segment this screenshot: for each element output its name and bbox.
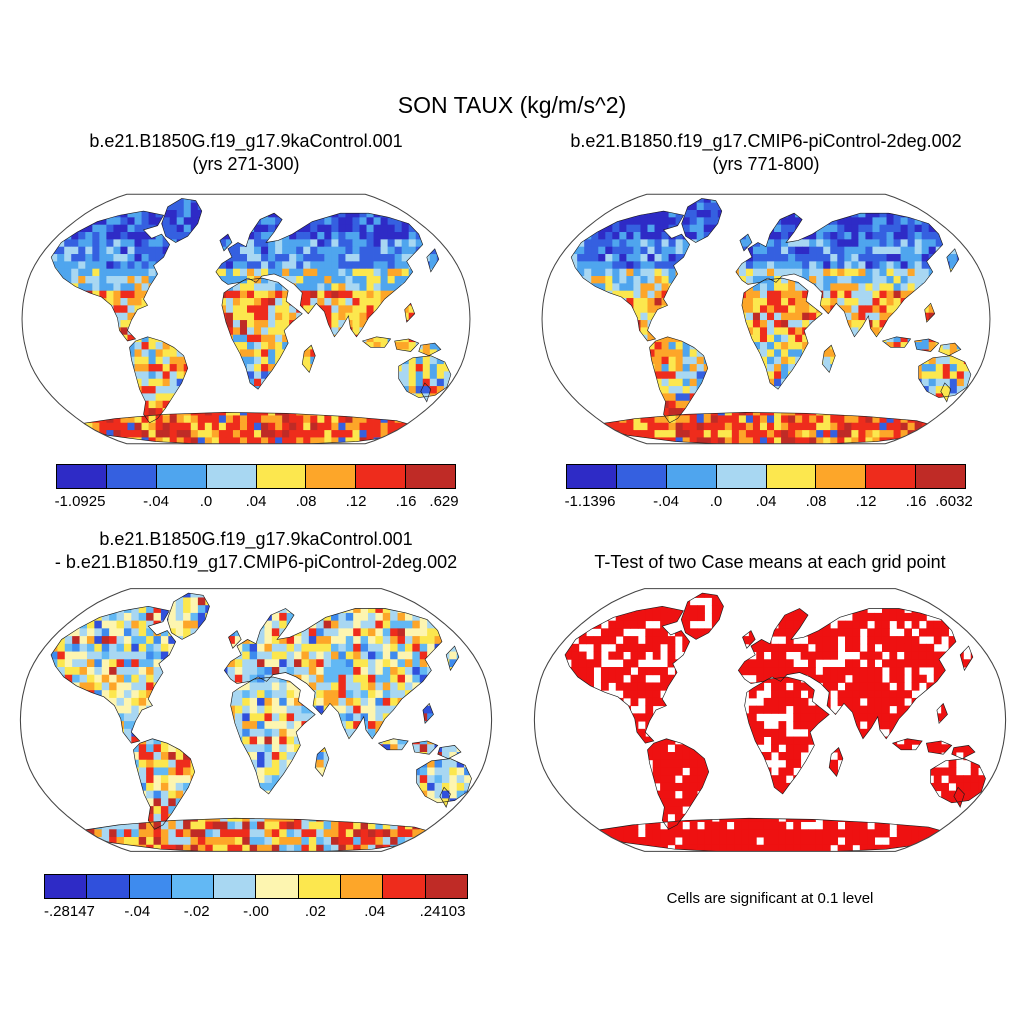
panel-ttest: T-Test of two Case means at each grid po… xyxy=(522,528,1018,907)
colorbar-cell xyxy=(665,465,716,488)
panel-diff-title-line1: b.e21.B1850G.f19_g17.9kaControl.001 xyxy=(99,529,413,549)
map-outline xyxy=(19,588,493,852)
colorbar-tick-label: .04 xyxy=(364,903,386,920)
world-map-case1 xyxy=(21,193,471,445)
colorbar-cell xyxy=(355,465,406,488)
colorbar-tick-label: -1.1396 xyxy=(564,493,616,510)
colorbar-case1-cells xyxy=(56,464,456,489)
colorbar-tick-label: -.04 xyxy=(143,493,169,510)
colorbar-tick-label: .12 xyxy=(855,493,877,510)
colorbar-case2-ticks: -1.1396 -.04 .0 .04 .08 .12 .16 .6032 xyxy=(564,493,973,513)
colorbar-case1: -1.0925 -.04 .0 .04 .08 .12 .16 .629 xyxy=(54,464,459,513)
colorbar-cell xyxy=(615,465,666,488)
colorbar-case2-cells xyxy=(566,464,966,489)
colorbar-cell xyxy=(255,875,298,898)
map-outline xyxy=(533,588,1007,852)
colorbar-diff-ticks: -.28147 -.04 -.02 -.00 .02 .04 .24103 xyxy=(44,903,468,923)
colorbar-cell xyxy=(45,875,87,898)
colorbar-cell xyxy=(715,465,766,488)
map-interior xyxy=(564,592,986,852)
colorbar-cell xyxy=(255,465,306,488)
world-map-difference xyxy=(19,588,493,852)
colorbar-cell xyxy=(815,465,866,488)
colorbar-case1-ticks: -1.0925 -.04 .0 .04 .08 .12 .16 .629 xyxy=(54,493,459,513)
panel-ttest-title: T-Test of two Case means at each grid po… xyxy=(594,552,946,572)
colorbar-cell xyxy=(205,465,256,488)
colorbar-tick-label: .04 xyxy=(245,493,267,510)
panel-diff-title: b.e21.B1850G.f19_g17.9kaControl.001 - b.… xyxy=(8,528,504,574)
ttest-caption: Cells are significant at 0.1 level xyxy=(666,890,874,907)
panel-case2: b.e21.B1850.f19_g17.CMIP6-piControl-2deg… xyxy=(518,130,1014,513)
colorbar-tick-label: .0 xyxy=(199,493,213,510)
colorbar-diff-cells xyxy=(44,874,468,899)
colorbar-tick-label: .16 xyxy=(395,493,417,510)
world-map-case2 xyxy=(541,193,991,445)
colorbar-tick-label: -.28147 xyxy=(44,903,95,920)
panel-case1: b.e21.B1850G.f19_g17.9kaControl.001 (yrs… xyxy=(10,130,482,513)
colorbar-diff: -.28147 -.04 -.02 -.00 .02 .04 .24103 xyxy=(44,874,468,923)
colorbar-cell xyxy=(170,875,214,898)
colorbar-tick-label: -.00 xyxy=(243,903,269,920)
colorbar-cell xyxy=(155,465,206,488)
colorbar-tick-label: -1.0925 xyxy=(54,493,106,510)
colorbar-cell xyxy=(305,465,356,488)
colorbar-cell xyxy=(297,875,341,898)
colorbar-tick-label: -.04 xyxy=(124,903,151,920)
panel-case2-title-line2: (yrs 771-800) xyxy=(712,154,820,174)
colorbar-cell xyxy=(865,465,916,488)
colorbar-tick-label: .629 xyxy=(429,493,459,510)
colorbar-tick-label: .0 xyxy=(709,493,723,510)
colorbar-cell xyxy=(382,875,425,898)
colorbar-cell xyxy=(567,465,616,488)
colorbar-tick-label: .08 xyxy=(295,493,317,510)
panel-case2-title-line1: b.e21.B1850.f19_g17.CMIP6-piControl-2deg… xyxy=(570,131,962,151)
colorbar-tick-label: .02 xyxy=(304,903,326,920)
panel-difference: b.e21.B1850G.f19_g17.9kaControl.001 - b.… xyxy=(8,528,504,923)
colorbar-cell xyxy=(915,465,965,488)
colorbar-tick-label: .08 xyxy=(805,493,827,510)
colorbar-cell xyxy=(57,465,106,488)
figure-title: SON TAUX (kg/m/s^2) xyxy=(397,92,627,118)
colorbar-cell xyxy=(405,465,455,488)
colorbar-tick-label: .24103 xyxy=(419,903,466,920)
panel-case1-title-line2: (yrs 271-300) xyxy=(192,154,300,174)
colorbar-tick-label: .04 xyxy=(755,493,777,510)
colorbar-cell xyxy=(424,875,467,898)
colorbar-tick-label: .12 xyxy=(345,493,367,510)
colorbar-cell xyxy=(340,875,383,898)
colorbar-cell xyxy=(213,875,256,898)
data-cells-ttest xyxy=(565,593,986,852)
colorbar-cell xyxy=(86,875,129,898)
colorbar-tick-label: .16 xyxy=(905,493,927,510)
colorbar-cell xyxy=(128,875,171,898)
world-map-ttest xyxy=(533,588,1007,852)
map-outline xyxy=(21,193,471,445)
colorbar-tick-label: -.02 xyxy=(183,903,210,920)
colorbar-cell xyxy=(765,465,816,488)
colorbar-case2: -1.1396 -.04 .0 .04 .08 .12 .16 .6032 xyxy=(564,464,973,513)
colorbar-cell xyxy=(105,465,156,488)
panel-diff-title-line2: - b.e21.B1850.f19_g17.CMIP6-piControl-2d… xyxy=(54,552,458,572)
colorbar-tick-label: -.04 xyxy=(653,493,679,510)
colorbar-tick-label: .6032 xyxy=(935,493,973,510)
panel-case1-title: b.e21.B1850G.f19_g17.9kaControl.001 (yrs… xyxy=(10,130,482,176)
panel-case1-title-line1: b.e21.B1850G.f19_g17.9kaControl.001 xyxy=(89,131,403,151)
panel-case2-title: b.e21.B1850.f19_g17.CMIP6-piControl-2deg… xyxy=(518,130,1014,176)
map-outline xyxy=(541,193,991,445)
